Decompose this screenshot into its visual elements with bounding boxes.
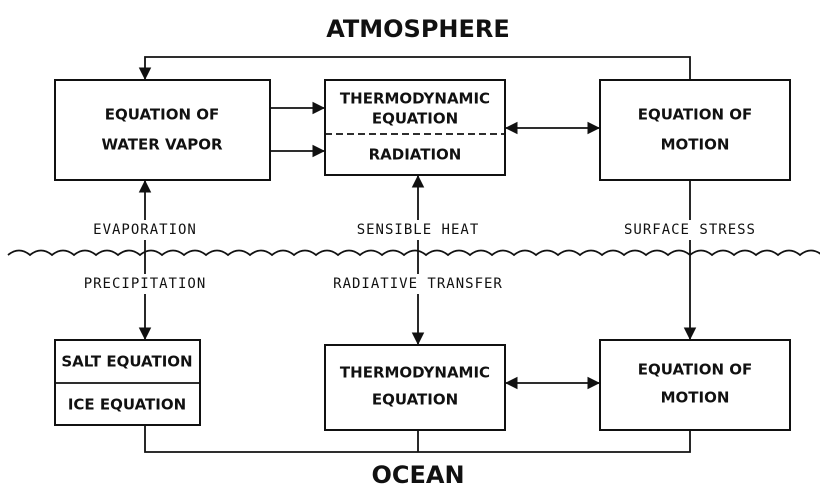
box-text: EQUATION OF [638,361,753,379]
flux-label: SENSIBLE HEAT [357,222,480,238]
box-text: RADIATION [369,146,462,164]
box [599,339,791,431]
flux-label: SURFACE STRESS [624,222,756,238]
box [324,344,506,431]
box-text: THERMODYNAMIC [340,90,490,108]
box-text: SALT EQUATION [61,353,192,371]
box-text: MOTION [661,389,730,407]
box-text: MOTION [661,136,730,154]
box-text: ICE EQUATION [68,396,186,414]
box [54,79,271,181]
box-text: THERMODYNAMIC [340,364,490,382]
flux-label: EVAPORATION [93,222,197,238]
title: ATMOSPHERE [326,15,510,43]
footer-title: OCEAN [371,461,464,489]
box-text: EQUATION OF [105,106,220,124]
box-text: EQUATION OF [638,106,753,124]
box-text: EQUATION [372,110,458,128]
flux-label: PRECIPITATION [84,276,207,292]
box [599,79,791,181]
arrow [138,56,691,80]
box-text: WATER VAPOR [101,136,223,154]
box-text: EQUATION [372,391,458,409]
sea-surface [7,249,820,257]
flux-label: RADIATIVE TRANSFER [333,276,503,292]
